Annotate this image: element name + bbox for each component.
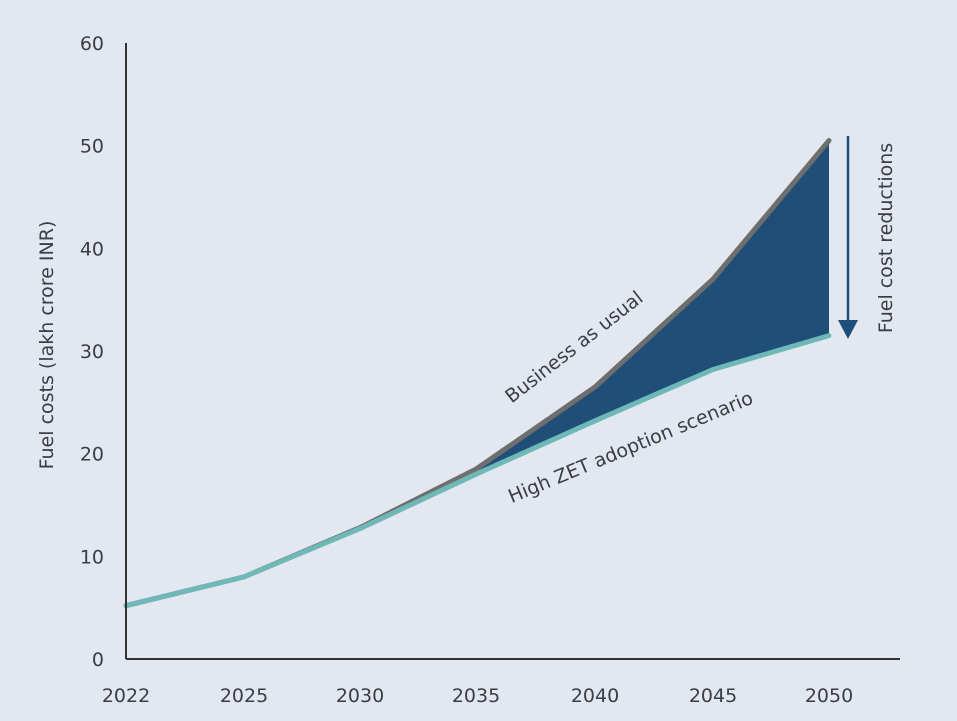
y-axis-title: Fuel costs (lakh crore INR)	[36, 221, 58, 470]
series-line-high-zet-adoption	[123, 333, 832, 609]
reduction-arrow-head	[838, 320, 858, 339]
x-tick-labels: 2022 2025 2030 2035 2040 2045 2050	[102, 685, 853, 707]
y-tick-label: 30	[80, 341, 104, 363]
y-tick-label: 0	[92, 649, 104, 671]
y-tick-labels: 0 10 20 30 40 50 60	[80, 33, 104, 671]
axes	[125, 43, 900, 660]
y-tick-label: 60	[80, 33, 104, 55]
y-tick-label: 10	[80, 546, 104, 568]
fuel-cost-reductions-annotation: Fuel cost reductions	[875, 143, 897, 333]
x-tick-label: 2030	[336, 685, 384, 707]
x-tick-label: 2022	[102, 685, 150, 707]
fuel-cost-reduction-area	[126, 140, 829, 606]
y-tick-label: 50	[80, 136, 104, 158]
x-tick-label: 2050	[805, 685, 853, 707]
y-tick-label: 20	[80, 444, 104, 466]
x-tick-label: 2040	[571, 685, 619, 707]
series-line-business-as-usual	[123, 138, 832, 609]
x-tick-label: 2025	[220, 685, 268, 707]
x-tick-label: 2035	[452, 685, 500, 707]
y-tick-label: 40	[80, 238, 104, 260]
x-tick-label: 2045	[689, 685, 737, 707]
